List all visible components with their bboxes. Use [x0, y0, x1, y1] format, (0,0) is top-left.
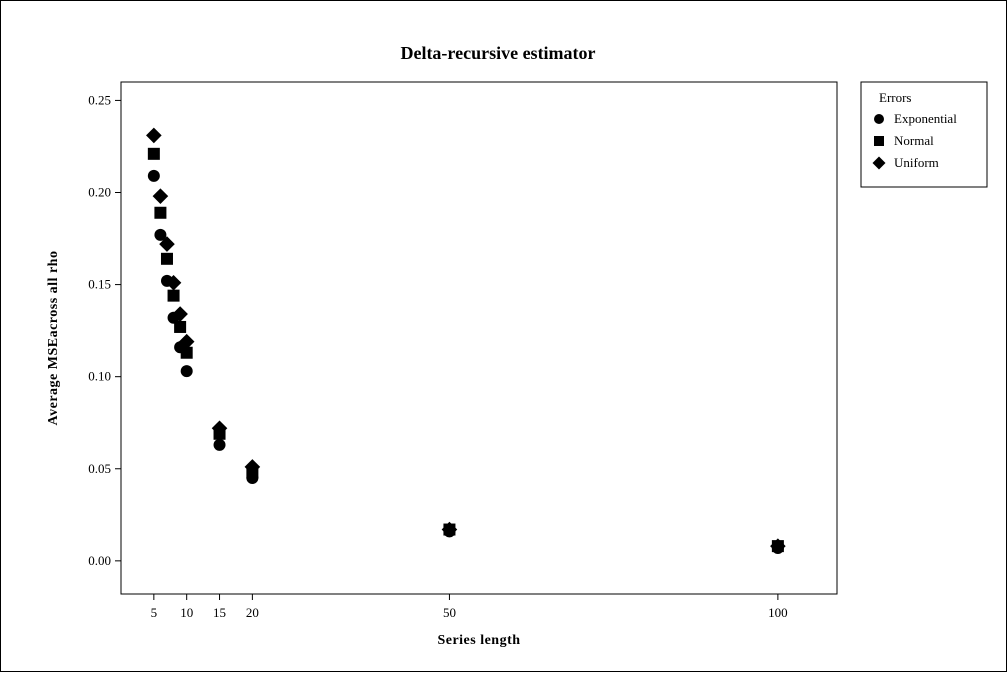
legend-label-uniform: Uniform [894, 155, 939, 170]
data-point-circle [180, 365, 193, 378]
data-point-square [167, 289, 180, 302]
y-tick-label: 0.00 [88, 553, 111, 568]
data-point-circle [213, 438, 226, 451]
y-axis: 0.00 0.05 0.10 0.15 0.20 0.25 [88, 92, 121, 568]
legend-label-exponential: Exponential [894, 111, 957, 126]
data-point-square [180, 346, 193, 359]
data-point-diamond [152, 188, 169, 204]
legend-marker-circle [874, 114, 884, 124]
legend-marker-diamond [872, 156, 886, 170]
x-tick-label: 100 [768, 605, 788, 620]
x-tick-label: 10 [180, 605, 193, 620]
data-point-square [147, 147, 160, 160]
data-point-diamond [146, 127, 162, 144]
legend-box [860, 81, 988, 188]
legend-title: Errors [879, 90, 912, 105]
series-uniform [146, 127, 786, 554]
y-tick-label: 0.20 [88, 185, 111, 200]
data-point-square [154, 206, 167, 219]
legend: Errors Exponential Normal Uniform [860, 81, 988, 188]
y-tick-label: 0.15 [88, 277, 111, 292]
legend-items: Exponential Normal Uniform [872, 111, 957, 170]
data-point-diamond [178, 333, 195, 350]
data-point-diamond [211, 420, 228, 437]
y-axis-label: Average MSEacross all rho [46, 251, 61, 426]
data-point-diamond [165, 274, 182, 291]
data-point-diamond [172, 306, 188, 322]
x-tick-label: 5 [151, 605, 158, 620]
data-point-diamond [770, 538, 786, 554]
x-axis: 5 10 15 20 50 100 [151, 594, 788, 620]
legend-label-normal: Normal [894, 133, 934, 148]
data-point-diamond [244, 459, 261, 475]
x-tick-label: 20 [246, 605, 259, 620]
y-tick-label: 0.25 [88, 92, 111, 107]
y-tick-label: 0.10 [88, 369, 111, 384]
plot-area [120, 81, 838, 595]
chart-title: Delta-recursive estimator [400, 43, 595, 63]
data-point-diamond [441, 521, 458, 538]
data-point-circle [154, 228, 167, 241]
data-point-circle [147, 169, 160, 182]
data-points [146, 127, 786, 554]
x-tick-label: 15 [213, 605, 226, 620]
data-point-square [174, 320, 187, 333]
data-point-diamond [159, 236, 175, 252]
data-point-square [160, 252, 173, 265]
x-axis-label: Series length [437, 633, 520, 648]
y-tick-label: 0.05 [88, 461, 111, 476]
x-tick-label: 50 [443, 605, 456, 620]
legend-marker-square [874, 136, 884, 146]
